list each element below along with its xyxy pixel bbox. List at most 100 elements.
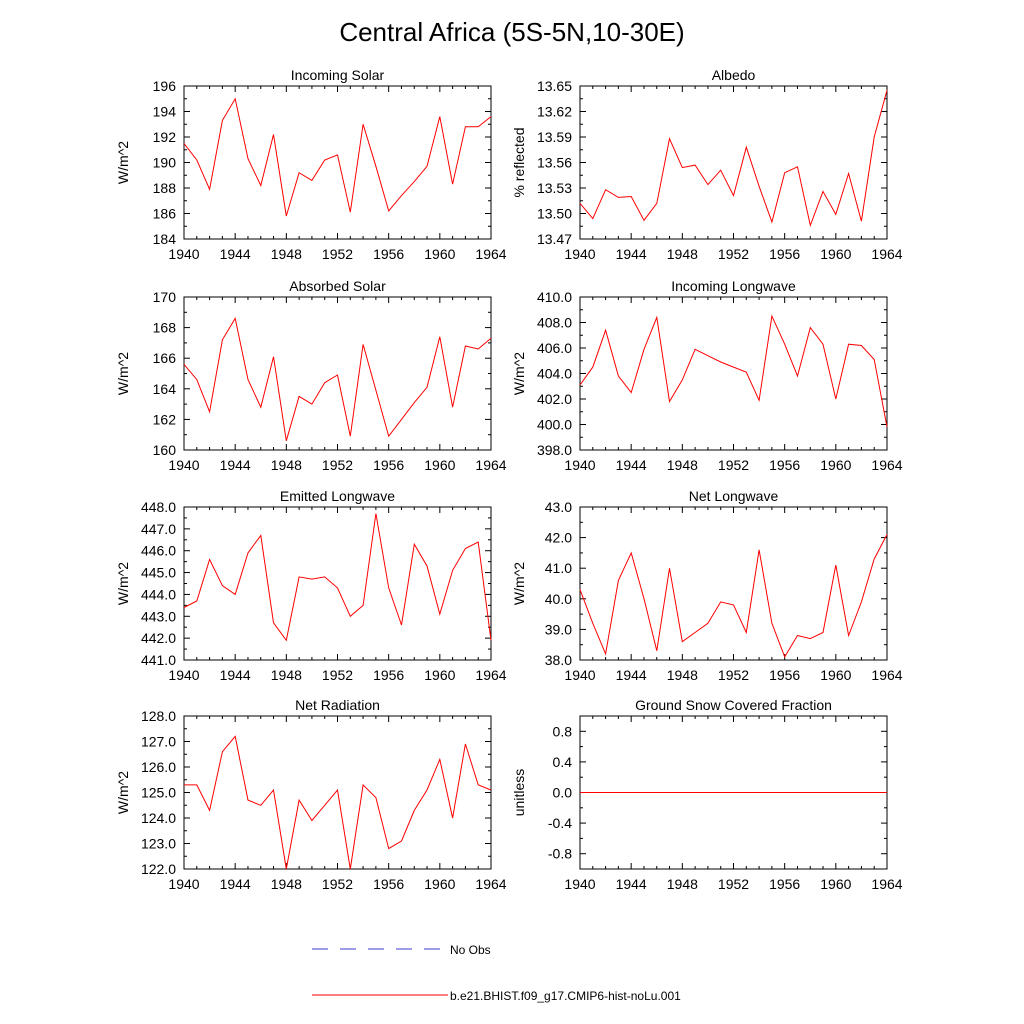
y-tick-label: 398.0: [537, 442, 572, 458]
x-tick-label: 1964: [871, 246, 902, 262]
y-tick-label: 447.0: [141, 521, 176, 537]
y-axis-label: unitless: [511, 769, 527, 816]
x-tick-label: 1952: [322, 876, 353, 892]
x-tick-label: 1964: [871, 667, 902, 683]
y-tick-label: 441.0: [141, 652, 176, 668]
y-tick-label: 444.0: [141, 586, 176, 602]
plot-frame: [183, 85, 492, 240]
y-tick-label: -0.8: [548, 846, 572, 862]
y-tick-label: 127.0: [141, 734, 176, 750]
x-tick-label: 1956: [373, 667, 404, 683]
x-tick-label: 1960: [424, 667, 455, 683]
x-tick-label: 1948: [667, 667, 698, 683]
y-tick-label: 0.4: [553, 754, 573, 770]
y-tick-label: 125.0: [141, 785, 176, 801]
x-tick-label: 1952: [322, 667, 353, 683]
x-tick-label: 1956: [769, 667, 800, 683]
panel-title: Net Radiation: [295, 697, 380, 713]
y-tick-label: 406.0: [537, 340, 572, 356]
plot-frame: [579, 296, 888, 451]
x-tick-label: 1964: [871, 457, 902, 473]
y-tick-label: 40.0: [545, 591, 572, 607]
x-tick-label: 1948: [667, 876, 698, 892]
y-tick-label: 42.0: [545, 530, 572, 546]
x-tick-label: 1956: [769, 246, 800, 262]
plot-frame: [579, 506, 888, 661]
y-tick-label: 168: [153, 320, 177, 336]
x-tick-label: 1960: [820, 457, 851, 473]
y-axis-label: W/m^2: [115, 562, 131, 605]
panel-title: Emitted Longwave: [280, 488, 395, 504]
x-tick-label: 1940: [168, 457, 199, 473]
y-tick-label: 448.0: [141, 499, 176, 515]
panel-net-radiation: Net Radiation W/m^2 1940 1944 1948 1952 1956 19…: [115, 697, 507, 892]
x-tick-label: 1948: [667, 246, 698, 262]
panel-incoming-solar: Incoming Solar W/m^2 1940 1944 1948 1952 1956 1…: [115, 67, 507, 262]
y-tick-label: 13.62: [537, 104, 572, 120]
x-tick-label: 1956: [373, 457, 404, 473]
y-tick-label: 410.0: [537, 289, 572, 305]
x-tick-label: 1956: [373, 876, 404, 892]
panel-title: Albedo: [712, 67, 756, 83]
series-line-net-longwave: [579, 534, 888, 659]
y-tick-label: 443.0: [141, 608, 176, 624]
y-tick-label: 0.0: [553, 785, 573, 801]
y-tick-label: 162: [153, 411, 177, 427]
x-tick-label: 1940: [168, 876, 199, 892]
x-tick-label: 1956: [769, 457, 800, 473]
series-line-incoming-solar: [183, 97, 492, 217]
x-tick-label: 1948: [271, 246, 302, 262]
x-tick-label: 1960: [424, 457, 455, 473]
x-tick-label: 1940: [564, 457, 595, 473]
series-line-net-radiation: [184, 735, 492, 870]
x-tick-label: 1960: [820, 876, 851, 892]
x-tick-label: 1948: [667, 457, 698, 473]
panel-absorbed-solar: Absorbed Solar W/m^2 1940 1944 1948 1952 1956 1…: [115, 278, 507, 473]
plot-frame: [183, 296, 492, 451]
y-tick-label: 166: [153, 350, 177, 366]
y-tick-label: 126.0: [141, 759, 176, 775]
legend-label-model: b.e21.BHIST.f09_g17.CMIP6-hist-noLu.001: [450, 989, 681, 1003]
y-tick-label: 446.0: [141, 543, 176, 559]
y-tick-label: 123.0: [141, 836, 176, 852]
x-tick-label: 1944: [220, 667, 251, 683]
y-tick-label: 43.0: [545, 499, 572, 515]
y-tick-label: 124.0: [141, 810, 176, 826]
x-tick-label: 1964: [475, 667, 506, 683]
y-axis-label: W/m^2: [115, 771, 131, 814]
panel-title: Incoming Solar: [291, 67, 385, 83]
x-tick-label: 1952: [718, 876, 749, 892]
series-line-albedo: [579, 90, 888, 228]
y-tick-label: 408.0: [537, 315, 572, 331]
panel-albedo: Albedo % reflected 1940 1944 1948 1952 1956 196…: [511, 67, 903, 262]
y-tick-label: 194: [153, 104, 177, 120]
x-tick-label: 1940: [564, 667, 595, 683]
x-tick-label: 1944: [220, 246, 251, 262]
x-tick-label: 1952: [718, 667, 749, 683]
panel-title: Ground Snow Covered Fraction: [635, 697, 832, 713]
x-tick-label: 1944: [616, 457, 647, 473]
y-tick-label: 39.0: [545, 621, 572, 637]
x-tick-label: 1964: [871, 876, 902, 892]
y-axis-label: % reflected: [511, 127, 527, 197]
x-tick-label: 1944: [616, 246, 647, 262]
x-tick-label: 1956: [373, 246, 404, 262]
x-tick-label: 1960: [424, 246, 455, 262]
x-tick-label: 1940: [168, 246, 199, 262]
x-tick-label: 1944: [616, 876, 647, 892]
y-tick-label: 400.0: [537, 417, 572, 433]
y-tick-label: 170: [153, 289, 177, 305]
y-tick-label: 13.59: [537, 129, 572, 145]
y-tick-label: 122.0: [141, 861, 176, 877]
y-axis-label: W/m^2: [511, 562, 527, 605]
y-tick-label: 164: [153, 381, 177, 397]
x-tick-label: 1952: [322, 457, 353, 473]
x-tick-label: 1948: [271, 457, 302, 473]
x-tick-label: 1948: [271, 876, 302, 892]
y-tick-label: -0.4: [548, 815, 572, 831]
plot-frame: [183, 506, 492, 661]
y-tick-label: 128.0: [141, 708, 176, 724]
y-tick-label: 13.65: [537, 78, 572, 94]
x-tick-label: 1940: [564, 876, 595, 892]
x-tick-label: 1944: [220, 876, 251, 892]
